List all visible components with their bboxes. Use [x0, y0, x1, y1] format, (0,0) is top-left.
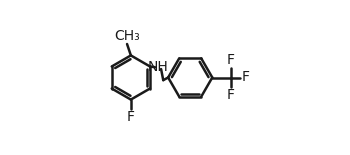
- Text: F: F: [226, 53, 235, 67]
- Text: F: F: [241, 71, 249, 84]
- Text: F: F: [226, 88, 235, 102]
- Text: NH: NH: [148, 60, 169, 74]
- Text: CH₃: CH₃: [114, 29, 140, 43]
- Text: F: F: [127, 110, 135, 124]
